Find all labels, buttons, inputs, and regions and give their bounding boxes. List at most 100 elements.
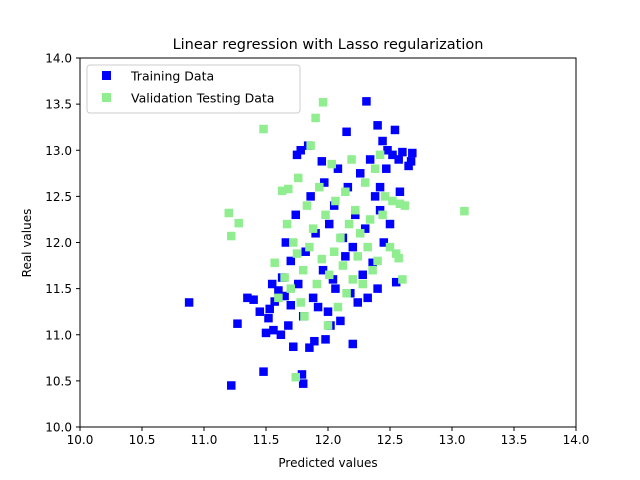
training-point — [184, 298, 194, 307]
y-tick-label: 12.5 — [45, 190, 72, 204]
training-point — [318, 265, 328, 275]
validation-point — [388, 196, 397, 206]
y-tick-label: 13.5 — [45, 98, 72, 112]
training-point — [348, 339, 358, 349]
y-axis-label: Real values — [20, 209, 34, 278]
validation-point — [308, 224, 318, 233]
validation-point — [353, 252, 363, 261]
training-point — [373, 121, 382, 130]
y-tick-label: 10.5 — [45, 374, 72, 388]
validation-point — [293, 173, 303, 183]
training-point — [259, 367, 268, 376]
training-point — [324, 219, 334, 229]
legend-label-training: Training Data — [130, 69, 214, 84]
validation-point — [234, 218, 243, 228]
training-point — [390, 125, 400, 135]
validation-point — [394, 253, 403, 263]
training-point — [293, 279, 303, 289]
training-series — [184, 97, 417, 390]
validation-point — [324, 270, 334, 280]
training-point — [373, 284, 382, 293]
y-tick-label: 14.0 — [45, 52, 72, 66]
training-point — [408, 148, 417, 158]
training-point — [323, 307, 333, 316]
training-point — [391, 277, 401, 287]
validation-point — [317, 254, 327, 264]
validation-point — [333, 302, 343, 312]
legend-marker-validation — [102, 93, 111, 102]
training-point — [336, 316, 345, 326]
training-point — [333, 164, 343, 173]
validation-point — [360, 178, 370, 187]
training-point — [358, 270, 367, 280]
training-point — [249, 295, 258, 304]
validation-point — [365, 215, 375, 224]
validation-point — [306, 141, 315, 150]
x-tick-label: 14.0 — [563, 433, 590, 447]
training-point — [320, 178, 329, 187]
validation-point — [400, 201, 410, 210]
training-point — [301, 247, 310, 256]
validation-point — [305, 242, 314, 252]
validation-point — [385, 242, 395, 252]
x-tick-label: 13.5 — [501, 433, 528, 447]
training-point — [233, 319, 242, 328]
training-point — [362, 97, 371, 106]
y-axis: 10.0 10.5 11.0 11.5 12.0 12.5 13.0 13.5 14.0 — [45, 52, 80, 435]
validation-point — [398, 275, 407, 284]
validation-point — [318, 98, 328, 107]
validation-point — [370, 164, 380, 173]
validation-point — [391, 249, 401, 258]
validation-point — [274, 293, 283, 303]
training-point — [280, 291, 289, 301]
validation-point — [302, 201, 312, 210]
training-point — [321, 335, 330, 344]
y-tick-label: 12.0 — [45, 236, 72, 250]
training-point — [308, 293, 318, 303]
x-tick-label: 11.5 — [253, 433, 280, 447]
validation-point — [270, 258, 279, 268]
training-point — [363, 293, 372, 303]
training-point — [261, 328, 271, 338]
validation-point — [311, 113, 320, 123]
training-point — [368, 258, 377, 268]
training-point — [351, 210, 360, 220]
validation-point — [344, 219, 354, 229]
training-point — [343, 182, 353, 192]
training-point — [243, 293, 252, 303]
training-point — [284, 321, 293, 330]
training-point — [267, 279, 277, 289]
training-point — [341, 252, 350, 261]
legend-label-validation: Validation Testing Data — [131, 91, 274, 106]
validation-point — [342, 288, 351, 298]
training-point — [306, 192, 315, 201]
training-point — [398, 147, 407, 157]
training-point — [365, 155, 375, 164]
training-point — [353, 298, 363, 307]
training-point — [269, 325, 278, 335]
validation-point — [259, 124, 268, 134]
y-tick-label: 13.0 — [45, 144, 72, 158]
training-point — [286, 300, 296, 310]
x-tick-label: 10.5 — [129, 433, 156, 447]
validation-point — [291, 372, 301, 382]
validation-point — [375, 150, 385, 160]
x-tick-label: 11.0 — [191, 433, 218, 447]
validation-point — [315, 182, 324, 192]
training-point — [305, 343, 314, 352]
training-point — [291, 210, 301, 220]
training-point — [375, 182, 385, 192]
training-point — [383, 146, 392, 155]
y-tick-label: 10.0 — [45, 421, 72, 435]
validation-point — [227, 231, 236, 241]
validation-series — [224, 98, 469, 382]
x-tick-label: 10.0 — [67, 433, 94, 447]
training-point — [342, 127, 351, 137]
y-tick-label: 11.5 — [45, 282, 72, 296]
chart-title: Linear regression with Lasso regularizat… — [173, 37, 484, 53]
validation-point — [355, 229, 365, 238]
legend-frame — [86, 64, 301, 114]
training-point — [310, 336, 319, 346]
x-tick-label: 12.5 — [377, 433, 404, 447]
